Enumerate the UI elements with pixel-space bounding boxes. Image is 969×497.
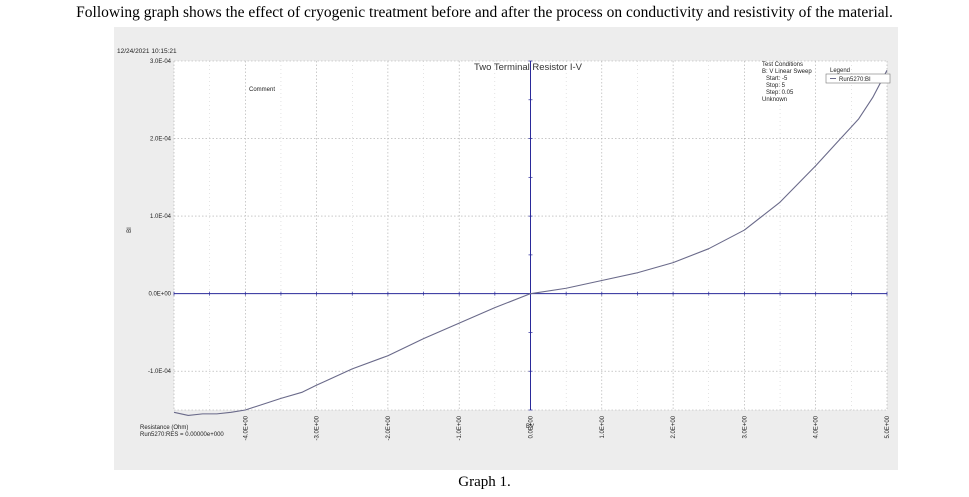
x-tick-label: -4.0E+00 [243,415,249,440]
chart-panel: -4.0E+00 -3.0E+00 -2.0E+00 -1.0E+00 0.0E+00 1… [114,27,898,470]
series-layer [173,70,888,416]
legend-title: Legend [830,68,850,74]
test-condition-line: Stop: 5 [766,83,786,89]
y-tick-label: 1.0E-04 [150,214,172,220]
test-condition-line: Step: 0.05 [766,90,794,96]
resistance-value: Run5270:RES = 0.00000e+000 [140,432,224,438]
x-tick-label: 4.0E+00 [814,415,820,438]
legend-box [825,73,891,84]
x-tick-label: -2.0E+00 [386,415,392,440]
test-conditions-box: Test Conditions B: V Linear Sweep Start:… [762,62,812,103]
legend-entry: Run5270:BI [839,77,871,83]
legend: Legend Run5270:BI [825,68,891,84]
y-tick-label: 2.0E-04 [150,137,172,143]
test-condition-line: Start: -5 [766,76,788,82]
comment-label: Comment [249,87,275,93]
intro-text: Following graph shows the effect of cryo… [76,4,893,21]
grid-layer [173,60,888,411]
test-condition-line: B: V Linear Sweep [762,69,812,75]
test-conditions-heading: Test Conditions [762,62,803,68]
x-tick-label: 0.0E+00 [529,415,535,438]
x-tick-label: -1.0E+00 [457,415,463,440]
x-tick-label: 1.0E+00 [600,415,606,438]
resistance-label: Resistance (Ohm) [140,425,188,431]
tick-label-layer: -4.0E+00 -3.0E+00 -2.0E+00 -1.0E+00 0.0E+00 1… [148,59,891,441]
chart-title: Two Terminal Resistor I-V [474,62,583,73]
figure-caption: Graph 1. [458,474,511,490]
y-tick-label: 3.0E-04 [150,59,172,65]
series-line [173,70,888,416]
test-condition-line: Unknown [762,97,787,103]
x-tick-label: 5.0E+00 [885,415,891,438]
y-tick-label: 0.0E+00 [148,292,171,298]
y-tick-label: -1.0E-04 [148,369,172,375]
x-tick-label: 3.0E+00 [742,415,748,438]
y-axis-label: BI [127,227,133,233]
timestamp: 12/24/2021 10:15:21 [117,48,177,55]
iv-chart: -4.0E+00 -3.0E+00 -2.0E+00 -1.0E+00 0.0E+00 1… [117,48,891,441]
x-tick-label: 2.0E+00 [671,415,677,438]
x-axis-label: BV [526,424,534,430]
x-tick-label: -3.0E+00 [315,415,321,440]
